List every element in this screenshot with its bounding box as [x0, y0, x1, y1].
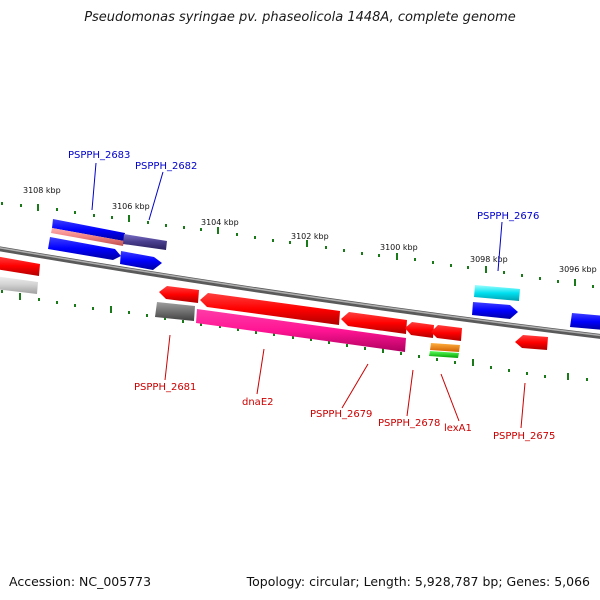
gene-lexa1[interactable] [431, 325, 462, 341]
gene-arrow[interactable] [48, 237, 121, 260]
gene-arrow[interactable] [570, 313, 600, 330]
gene-label[interactable]: PSPPH_2676 [477, 211, 539, 222]
scale-label: 3100 kbp [380, 243, 418, 252]
gene-psp-2681[interactable] [155, 302, 195, 321]
gene-label[interactable]: PSPPH_2681 [134, 382, 196, 393]
gene-arrow[interactable] [430, 343, 460, 352]
scale-label: 3106 kbp [112, 202, 150, 211]
scale-label: 3104 kbp [201, 218, 239, 227]
genome-backbone [0, 246, 600, 339]
gene-label[interactable]: PSPPH_2683 [68, 150, 130, 161]
gene-label[interactable]: PSPPH_2678 [378, 418, 440, 429]
gene-psp-2676[interactable] [474, 285, 520, 301]
gene-dnae2[interactable] [196, 309, 406, 352]
gene-psp-2679[interactable] [341, 312, 407, 334]
gene-label[interactable]: PSPPH_2675 [493, 431, 555, 442]
scale-label: 3108 kbp [23, 186, 61, 195]
outer-tick-ring [1, 202, 594, 288]
gene-label[interactable]: PSPPH_2682 [135, 161, 197, 172]
gene-arrow[interactable] [0, 256, 40, 276]
gene-arrow[interactable] [472, 302, 518, 319]
map-title: Pseudomonas syringae pv. phaseolicola 14… [84, 10, 516, 25]
inner-tick-ring [1, 290, 588, 381]
gene-arrow[interactable] [0, 276, 38, 294]
gene-psp-2683-pair[interactable] [51, 219, 125, 246]
gene-arrow[interactable] [429, 351, 459, 358]
gene-arrow[interactable] [200, 293, 340, 325]
gene-label[interactable]: dnaE2 [242, 397, 274, 408]
topology-text: Topology: circular; Length: 5,928,787 bp… [246, 574, 590, 589]
scale-label: 3102 kbp [291, 232, 329, 241]
gene-label[interactable]: PSPPH_2679 [310, 409, 372, 420]
gene-arrow[interactable] [159, 286, 199, 303]
accession-text: Accession: NC_005773 [9, 574, 152, 589]
scale-label: 3096 kbp [559, 265, 597, 274]
label-leaders [91, 162, 526, 429]
gene-psp-2678[interactable] [405, 322, 434, 338]
scale-label: 3098 kbp [470, 255, 508, 264]
gene-arrow[interactable] [52, 219, 125, 241]
gene-label[interactable]: lexA1 [444, 423, 472, 434]
gene-psp-2675[interactable] [515, 335, 548, 350]
gene-arrow[interactable] [120, 251, 162, 270]
gene-arrow[interactable] [51, 228, 124, 246]
gene-psp-2682[interactable] [123, 234, 167, 250]
